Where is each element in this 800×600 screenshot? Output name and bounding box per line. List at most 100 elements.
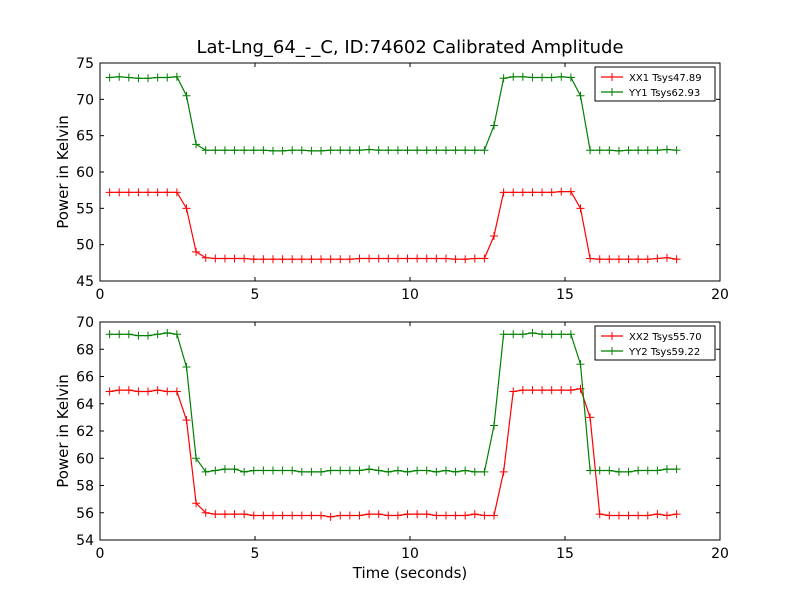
top-series-xx-point bbox=[211, 254, 220, 263]
bottom-series-yy-point bbox=[528, 328, 537, 337]
bottom-series-xx-point bbox=[307, 511, 316, 520]
bottom-series-xx-point bbox=[268, 511, 277, 520]
bottom-legend-label: YY2 Tsys59.22 bbox=[628, 347, 700, 358]
top-series-yy-point bbox=[624, 146, 633, 155]
top-series-xx-point bbox=[509, 188, 518, 197]
top-y-tick-label: 55 bbox=[76, 201, 94, 217]
bottom-series-xx-point bbox=[509, 387, 518, 396]
bottom-series-xx-point bbox=[518, 386, 527, 395]
bottom-series-yy-point bbox=[115, 330, 124, 339]
top-series-xx-point bbox=[605, 255, 614, 264]
bottom-legend-marker bbox=[608, 332, 616, 340]
bottom-series-yy-point bbox=[201, 467, 210, 476]
bottom-series-xx-point bbox=[172, 387, 181, 396]
top-y-tick-label: 50 bbox=[76, 238, 94, 254]
top-series-xx-point bbox=[634, 255, 643, 264]
top-legend-label: XX1 Tsys47.89 bbox=[629, 73, 702, 84]
top-x-tick-label: 10 bbox=[401, 287, 419, 303]
bottom-series-yy-point bbox=[124, 330, 133, 339]
bottom-series-xx-point bbox=[538, 386, 547, 395]
top-series-xx-point bbox=[172, 188, 181, 197]
bottom-series-yy-point bbox=[259, 466, 268, 475]
bottom-y-tick-label: 62 bbox=[76, 424, 94, 440]
bottom-series-yy-point bbox=[499, 330, 508, 339]
bottom-series-xx-point bbox=[384, 511, 393, 520]
top-series-xx-point bbox=[278, 255, 287, 264]
top-series-yy-point bbox=[586, 146, 595, 155]
top-series-yy-point bbox=[182, 91, 191, 100]
top-series-xx-point bbox=[566, 187, 575, 196]
top-series-yy-point bbox=[297, 146, 306, 155]
top-series-xx-point bbox=[115, 188, 124, 197]
top-series-xx-point bbox=[451, 255, 460, 264]
top-series-xx-point bbox=[134, 188, 143, 197]
top-series-yy-point bbox=[201, 146, 210, 155]
bottom-series-yy-point bbox=[374, 466, 383, 475]
top-series-yy-point bbox=[211, 146, 220, 155]
top-series-xx-point bbox=[586, 254, 595, 263]
bottom-series-yy-point bbox=[461, 466, 470, 475]
bottom-series-xx-point bbox=[595, 510, 604, 519]
bottom-series-yy-point bbox=[490, 421, 499, 430]
bottom-series-yy-point bbox=[307, 467, 316, 476]
top-series-yy-point bbox=[393, 146, 402, 155]
top-x-tick-label: 0 bbox=[96, 287, 105, 303]
bottom-series-yy-point bbox=[566, 330, 575, 339]
top-series-xx-point bbox=[576, 204, 585, 213]
top-series-xx-point bbox=[672, 255, 681, 264]
bottom-x-tick-label: 0 bbox=[96, 546, 105, 562]
bottom-series-yy-point bbox=[365, 465, 374, 474]
top-series-xx-point bbox=[413, 254, 422, 263]
bottom-series-xx-point bbox=[153, 386, 162, 395]
top-series-xx-point bbox=[192, 247, 201, 256]
top-series-yy-point bbox=[672, 146, 681, 155]
bottom-series-xx-point bbox=[441, 511, 450, 520]
top-series-yy-point bbox=[451, 146, 460, 155]
top-series-xx-point bbox=[105, 188, 114, 197]
top-series-yy-point bbox=[345, 146, 354, 155]
top-series-yy-point bbox=[374, 146, 383, 155]
top-series-yy-point bbox=[441, 146, 450, 155]
top-series-yy-point bbox=[115, 72, 124, 81]
top-series-yy-point bbox=[538, 73, 547, 82]
bottom-series-yy-point bbox=[192, 454, 201, 463]
top-series-yy-point bbox=[220, 146, 229, 155]
bottom-series-yy-point bbox=[605, 466, 614, 475]
top-series-yy-point bbox=[643, 146, 652, 155]
bottom-series-xx-point bbox=[144, 387, 153, 396]
top-legend-marker bbox=[608, 73, 616, 81]
bottom-series-yy-point bbox=[643, 466, 652, 475]
top-series-xx-point bbox=[259, 255, 268, 264]
bottom-series-xx-point bbox=[336, 511, 345, 520]
top-series-yy-point bbox=[614, 146, 623, 155]
bottom-series-yy-point bbox=[672, 465, 681, 474]
top-series-xx-point bbox=[124, 188, 133, 197]
bottom-series-xx-point bbox=[499, 467, 508, 476]
bottom-series-yy-point bbox=[614, 467, 623, 476]
top-series-xx-point bbox=[480, 254, 489, 263]
bottom-series-yy-point bbox=[211, 466, 220, 475]
bottom-series-yy-point bbox=[653, 466, 662, 475]
bottom-series-xx-point bbox=[182, 416, 191, 425]
top-series-yy-point bbox=[288, 146, 297, 155]
bottom-series-yy-point bbox=[586, 466, 595, 475]
bottom-series-xx-point bbox=[557, 386, 566, 395]
bottom-series-xx-point bbox=[326, 512, 335, 521]
top-series-yy-point bbox=[461, 146, 470, 155]
bottom-series-xx-point bbox=[672, 510, 681, 519]
bottom-series-yy-point bbox=[105, 330, 114, 339]
bottom-series-xx-point bbox=[480, 511, 489, 520]
bottom-series-xx-point bbox=[490, 511, 499, 520]
top-series-yy-point bbox=[365, 145, 374, 154]
top-y-tick-label: 75 bbox=[76, 56, 94, 72]
top-series-yy-point bbox=[268, 146, 277, 155]
bottom-series-xx-point bbox=[528, 386, 537, 395]
bottom-series-xx-point bbox=[547, 386, 556, 395]
top-y-tick-label: 70 bbox=[76, 92, 94, 108]
top-series-yy-point bbox=[509, 72, 518, 81]
top-series-xx-point bbox=[249, 255, 258, 264]
bottom-series-xx-point bbox=[192, 499, 201, 508]
bottom-series-yy-point bbox=[240, 467, 249, 476]
top-series-xx-point bbox=[317, 255, 326, 264]
top-series-yy-point bbox=[518, 72, 527, 81]
